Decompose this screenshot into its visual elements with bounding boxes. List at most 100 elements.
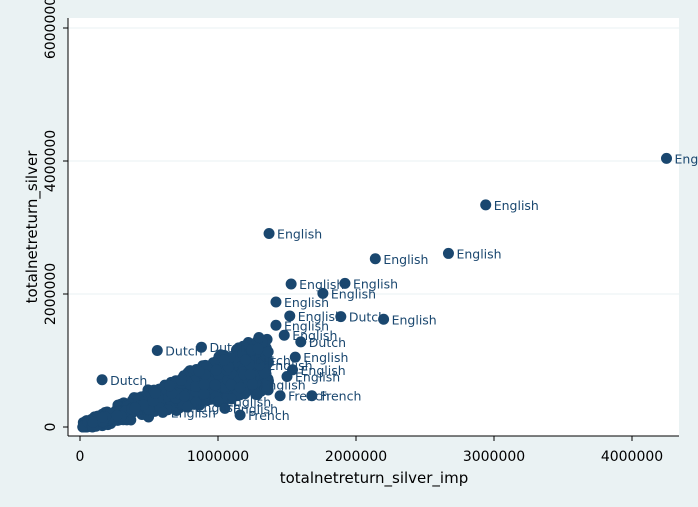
data-point — [111, 410, 123, 422]
data-point — [149, 387, 161, 399]
point-label: English — [456, 246, 501, 261]
data-point — [247, 378, 258, 390]
point-label: Dutch — [165, 344, 202, 359]
x-tick-label: 4000000 — [601, 449, 663, 465]
data-point — [225, 379, 237, 391]
x-tick-label: 2000000 — [325, 449, 387, 465]
x-tick-label: 3000000 — [463, 449, 525, 465]
data-point — [295, 336, 307, 348]
x-tick-label: 0 — [76, 449, 85, 465]
point-label: English — [261, 377, 306, 392]
y-tick-label: 6000000 — [43, 0, 59, 59]
data-points — [96, 152, 672, 421]
data-point — [240, 354, 252, 366]
y-axis-title: totalnetreturn_silver — [23, 150, 42, 304]
point-label: English — [494, 198, 539, 213]
data-point — [260, 380, 272, 392]
x-tick-label: 1000000 — [187, 449, 249, 465]
data-point — [129, 402, 141, 414]
data-point — [225, 393, 237, 405]
point-label: English — [267, 358, 312, 373]
point-label: English — [292, 328, 337, 343]
point-label: English — [392, 312, 437, 327]
point-label: English — [353, 276, 398, 291]
data-point — [289, 351, 301, 363]
data-point — [284, 310, 296, 322]
data-point — [661, 152, 672, 164]
data-point — [306, 390, 318, 402]
data-point — [253, 359, 265, 371]
data-point — [234, 409, 246, 421]
axes: 0 2000000 4000000 6000000 0 1000000 2000000 300… — [43, 0, 679, 465]
plot-background — [68, 18, 679, 436]
point-label: French — [248, 408, 290, 423]
point-label: English — [196, 400, 241, 415]
data-point — [335, 311, 347, 323]
data-point — [182, 401, 194, 413]
data-point — [175, 374, 187, 386]
data-point — [138, 399, 150, 411]
data-point — [285, 278, 297, 290]
data-point — [244, 368, 256, 380]
point-label: Dutch — [309, 335, 346, 350]
data-point — [262, 346, 274, 358]
data-point — [263, 227, 275, 239]
point-label: English — [171, 405, 216, 420]
data-point — [190, 381, 202, 393]
y-tick-label: 4000000 — [43, 130, 59, 192]
data-point — [339, 277, 351, 289]
data-point — [234, 382, 246, 394]
data-point — [96, 374, 108, 386]
dense-point-cloud — [77, 331, 274, 433]
data-point — [198, 378, 210, 390]
data-point — [195, 341, 207, 353]
data-point — [369, 253, 381, 265]
data-point — [270, 319, 282, 331]
point-label: English — [299, 277, 344, 292]
data-point — [210, 364, 222, 376]
data-point — [151, 345, 163, 357]
point-label: English — [295, 369, 340, 384]
point-label: Dutch — [349, 310, 386, 325]
data-point — [287, 364, 299, 376]
point-labels: EnglishEnglishEnglishEnglishEnglishEngli… — [110, 151, 698, 423]
data-point — [252, 343, 264, 355]
point-label: Dutch — [254, 353, 291, 368]
point-label: English — [226, 395, 271, 410]
data-point — [87, 416, 99, 428]
point-label: English — [277, 226, 322, 241]
point-label: English — [383, 252, 428, 267]
data-point — [270, 296, 282, 308]
point-label: English — [675, 151, 698, 166]
data-point — [317, 287, 329, 299]
data-point — [278, 329, 290, 341]
data-point — [164, 380, 176, 392]
data-point — [480, 199, 492, 211]
point-label: English — [303, 350, 348, 365]
data-point — [274, 390, 286, 402]
point-label: Dutch — [110, 373, 147, 388]
point-label: English — [284, 318, 329, 333]
data-point — [251, 389, 263, 401]
data-point — [190, 396, 202, 408]
data-point — [209, 379, 221, 391]
grid-lines — [68, 27, 679, 295]
data-point — [198, 388, 210, 400]
point-label: English — [233, 401, 278, 416]
data-point — [96, 411, 108, 423]
y-tick-label: 2000000 — [43, 263, 59, 325]
y-tick-label: 0 — [43, 423, 59, 432]
point-label: English — [331, 286, 376, 301]
data-point — [258, 367, 270, 379]
data-point — [219, 402, 231, 414]
point-label: French — [320, 389, 362, 404]
point-label: English — [284, 295, 329, 310]
data-point — [218, 354, 230, 366]
data-point — [157, 406, 169, 418]
data-point — [253, 331, 265, 343]
data-point — [178, 390, 190, 402]
point-label: English — [301, 363, 346, 378]
point-label: Dutch — [209, 340, 246, 355]
point-label: English — [298, 309, 343, 324]
